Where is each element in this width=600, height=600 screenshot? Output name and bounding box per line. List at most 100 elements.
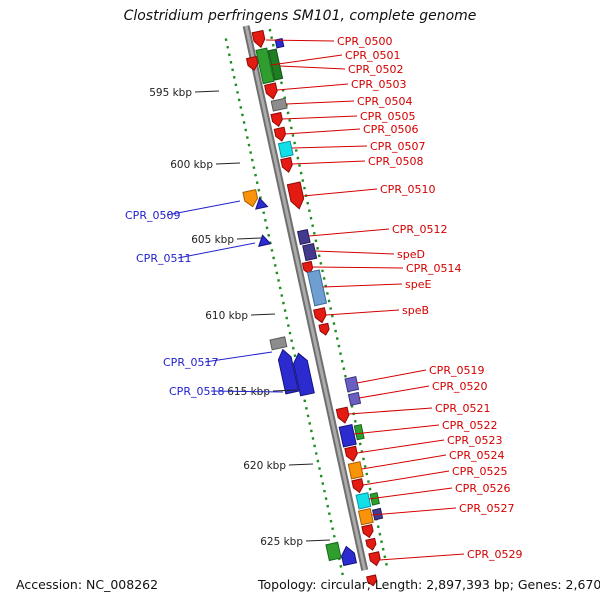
- gene-glyph[interactable]: [270, 97, 288, 112]
- gene-glyph[interactable]: [344, 445, 359, 462]
- gene-glyph[interactable]: [344, 376, 360, 393]
- gene-glyph[interactable]: [340, 545, 358, 567]
- leader-line: [308, 228, 390, 237]
- gene-label[interactable]: CPR_0526: [455, 482, 510, 495]
- gene-glyph[interactable]: [357, 507, 374, 526]
- gene-label[interactable]: CPR_0525: [452, 465, 507, 478]
- leader-line: [291, 145, 368, 149]
- gene-label[interactable]: CPR_0504: [357, 95, 412, 108]
- gene-label[interactable]: CPR_0501: [345, 49, 400, 62]
- gene-label[interactable]: speB: [402, 304, 429, 317]
- gene-label[interactable]: CPR_0508: [368, 155, 423, 168]
- gene-glyph[interactable]: [347, 391, 362, 406]
- gene-label[interactable]: speE: [405, 278, 431, 291]
- gene-label[interactable]: CPR_0527: [459, 502, 514, 515]
- genome-track: [224, 25, 389, 587]
- leader-line: [284, 128, 361, 135]
- gene-label[interactable]: CPR_0519: [429, 364, 484, 377]
- gene-label[interactable]: CPR_0503: [351, 78, 406, 91]
- gene-glyph[interactable]: [277, 140, 294, 159]
- gene-glyph[interactable]: [296, 228, 311, 245]
- gene-glyph[interactable]: [347, 461, 364, 480]
- gene-label[interactable]: CPR_0500: [337, 35, 392, 48]
- gene-glyph[interactable]: [257, 234, 272, 247]
- scale-label: 620 kbp: [243, 460, 286, 472]
- scale-tick-line: [250, 313, 276, 316]
- scale-label: 610 kbp: [205, 310, 248, 322]
- scale-tick-line: [194, 90, 220, 93]
- leader-line: [265, 39, 335, 42]
- gene-label[interactable]: CPR_0517: [163, 356, 218, 369]
- gene-glyph[interactable]: [273, 126, 287, 142]
- gene-glyph[interactable]: [269, 336, 288, 351]
- gene-glyph[interactable]: [276, 348, 300, 395]
- leader-line: [322, 283, 403, 288]
- gene-label[interactable]: CPR_0511: [136, 252, 191, 265]
- gene-glyph-layer: [242, 29, 384, 587]
- gene-glyph[interactable]: [353, 423, 365, 441]
- gene-label[interactable]: CPR_0505: [360, 110, 415, 123]
- gene-label[interactable]: CPR_0509: [125, 209, 180, 222]
- gene-label[interactable]: CPR_0512: [392, 223, 447, 236]
- gene-glyph[interactable]: [365, 537, 377, 551]
- gene-glyph[interactable]: [302, 242, 318, 262]
- gene-glyph[interactable]: [355, 492, 372, 510]
- gene-label[interactable]: CPR_0522: [442, 419, 497, 432]
- leader-line: [177, 242, 256, 259]
- gene-label[interactable]: CPR_0506: [363, 123, 418, 136]
- gene-label[interactable]: CPR_0523: [447, 434, 502, 447]
- accession-text: Accession: NC_008262: [16, 577, 159, 592]
- leader-line: [270, 54, 343, 66]
- gene-glyph[interactable]: [301, 260, 314, 275]
- gene-label[interactable]: CPR_0529: [467, 548, 522, 561]
- gene-glyph[interactable]: [254, 197, 269, 210]
- leader-line: [279, 65, 346, 70]
- gene-label[interactable]: CPR_0524: [449, 449, 504, 462]
- leader-line: [379, 553, 465, 561]
- leader-line: [204, 351, 273, 363]
- gene-label[interactable]: CPR_0521: [435, 402, 490, 415]
- genome-stats-text: Topology: circular; Length: 2,897,393 bp…: [258, 577, 600, 592]
- leader-line: [353, 424, 440, 435]
- gene-glyph[interactable]: [306, 269, 328, 307]
- gene-glyph[interactable]: [270, 111, 284, 128]
- leader-line: [285, 100, 355, 105]
- gene-glyph[interactable]: [264, 82, 279, 100]
- gene-glyph[interactable]: [313, 307, 328, 324]
- gene-glyph[interactable]: [274, 37, 285, 49]
- gene-glyph[interactable]: [245, 55, 260, 71]
- gene-glyph[interactable]: [280, 156, 294, 173]
- gene-label[interactable]: speD: [397, 248, 425, 261]
- gene-label[interactable]: CPR_0514: [406, 262, 461, 275]
- scale-tick-line: [305, 539, 331, 542]
- gene-glyph[interactable]: [318, 322, 330, 336]
- gene-glyph[interactable]: [325, 541, 342, 562]
- leader-line: [368, 487, 453, 500]
- gene-label[interactable]: CPR_0520: [432, 380, 487, 393]
- leader-line: [348, 407, 433, 415]
- gene-glyph[interactable]: [368, 551, 382, 567]
- gene-glyph[interactable]: [251, 29, 266, 49]
- leader-line: [314, 250, 395, 255]
- gene-label[interactable]: CPR_0518: [169, 385, 224, 398]
- gene-glyph[interactable]: [255, 47, 275, 85]
- page-title: Clostridium perfringens SM101, complete …: [123, 8, 477, 24]
- gene-label[interactable]: CPR_0510: [380, 183, 435, 196]
- scale-tick-line: [288, 463, 314, 466]
- leader-line: [361, 454, 447, 470]
- gene-glyph[interactable]: [242, 189, 259, 208]
- gene-glyph[interactable]: [366, 574, 378, 587]
- gene-glyph[interactable]: [338, 423, 357, 448]
- gene-label[interactable]: CPR_0502: [348, 63, 403, 76]
- gene-glyph[interactable]: [292, 352, 315, 397]
- gene-glyph[interactable]: [351, 478, 365, 494]
- gene-label[interactable]: CPR_0507: [370, 140, 425, 153]
- leader-line: [276, 83, 349, 91]
- scale-tick-line: [272, 389, 298, 392]
- leader-line: [325, 309, 400, 316]
- gene-glyph[interactable]: [361, 524, 374, 539]
- gene-glyph[interactable]: [335, 406, 350, 424]
- gene-glyph[interactable]: [286, 181, 305, 210]
